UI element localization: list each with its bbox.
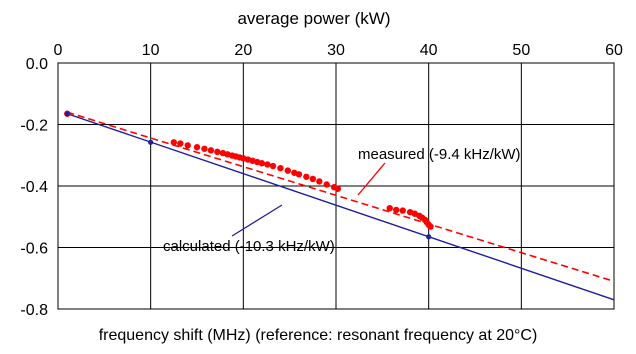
- x-tick-label: 0: [54, 42, 63, 59]
- measured-point: [303, 173, 310, 180]
- annotation-measured: measured (-9.4 kHz/kW): [358, 146, 521, 163]
- x-tick-label: 10: [142, 42, 160, 59]
- measured-point: [334, 185, 342, 192]
- measured-point: [277, 164, 284, 172]
- fit-lines: [67, 111, 615, 301]
- measured-point: [386, 204, 393, 212]
- calculated-point: [148, 139, 154, 145]
- measured-point: [309, 175, 317, 183]
- measured-leader-line: [357, 162, 386, 196]
- bottom-label: frequency shift (MHz) (reference: resona…: [99, 327, 538, 344]
- measured-point: [214, 148, 221, 156]
- measured-point: [207, 147, 215, 154]
- plot-frame: [57, 62, 615, 310]
- x-tick-label: 50: [512, 42, 530, 59]
- measured-point: [258, 160, 266, 167]
- x-tick-label: 40: [420, 42, 438, 59]
- x-tick-label: 60: [605, 42, 623, 59]
- measured-point: [399, 207, 406, 214]
- measured-fit-line: [67, 111, 615, 283]
- calculated-leader-line: [231, 204, 283, 237]
- calculated-point: [426, 234, 432, 240]
- measured-point: [193, 144, 201, 151]
- measured-point: [427, 223, 434, 230]
- y-tick-label: -0.2: [20, 118, 48, 135]
- y-tick-label: 0.0: [26, 56, 48, 73]
- measured-point: [393, 206, 400, 214]
- measured-point: [269, 162, 277, 170]
- measured-point: [284, 167, 292, 174]
- y-tick-label: -0.8: [20, 302, 48, 319]
- top-axis-label: average power (kW): [237, 9, 390, 28]
- measured-point: [295, 171, 303, 178]
- measured-point: [184, 142, 191, 149]
- measured-point: [264, 161, 271, 168]
- annotation-calculated: calculated (-10.3 kHz/kW): [163, 238, 335, 255]
- y-tick-label: -0.6: [20, 241, 48, 258]
- calculated-line: [67, 113, 615, 301]
- measured-point: [177, 140, 184, 147]
- measured-point: [316, 178, 323, 185]
- y-tick-label: -0.4: [20, 179, 48, 196]
- measured-point: [170, 139, 178, 146]
- calculated-point: [64, 111, 70, 117]
- data-points: [64, 110, 434, 240]
- measured-point: [201, 145, 208, 152]
- annotation-leaders: [231, 162, 386, 237]
- x-tick-label: 20: [234, 42, 252, 59]
- tick-labels: 0 10 20 30 40 50 60 0.0 -0.2 -0.4 -0.6 -0.8: [20, 42, 623, 319]
- x-tick-label: 30: [327, 42, 345, 59]
- measured-point: [323, 181, 330, 188]
